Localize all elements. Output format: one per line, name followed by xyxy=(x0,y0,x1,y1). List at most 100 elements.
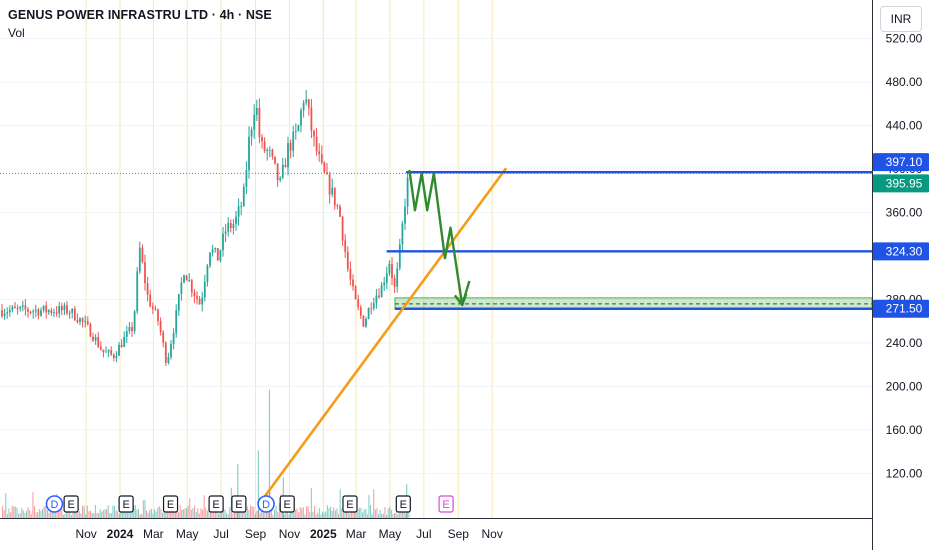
volume-bar xyxy=(74,508,76,518)
volume-bar xyxy=(360,507,362,518)
candle-body xyxy=(185,275,188,281)
volume-bar xyxy=(11,505,13,518)
volume-indicator-label[interactable]: Vol xyxy=(8,26,25,40)
trend-line[interactable] xyxy=(260,167,507,502)
volume-bar xyxy=(26,510,28,518)
candle-body xyxy=(138,247,141,272)
candle-body xyxy=(125,331,128,337)
candle-body xyxy=(326,172,328,175)
event-marker-dividend[interactable]: D xyxy=(45,495,64,513)
volume-bar xyxy=(306,506,308,518)
event-marker-earnings[interactable]: E xyxy=(208,495,224,513)
event-marker-earnings[interactable]: E xyxy=(63,495,79,513)
orange-trend-line[interactable] xyxy=(260,167,507,502)
volume-bar xyxy=(109,512,111,518)
volume-bar xyxy=(350,508,352,518)
event-marker-earnings[interactable]: E xyxy=(231,495,247,513)
volume-bar xyxy=(163,509,165,518)
candle-body xyxy=(55,312,58,314)
candle-body xyxy=(370,308,373,310)
candle-body xyxy=(149,294,152,307)
volume-bar xyxy=(35,512,37,518)
volume-bar xyxy=(205,508,207,518)
candle-body xyxy=(198,298,201,305)
candle-body xyxy=(380,285,383,298)
volume-spike xyxy=(237,464,239,518)
candle-body xyxy=(203,281,206,298)
candle-body xyxy=(219,250,222,261)
volume-bar xyxy=(341,508,343,518)
candle-body xyxy=(362,315,365,327)
time-axis[interactable]: Nov 2024 Mar May Jul Sep Nov 2025 Mar May Jul Sep No… xyxy=(0,518,872,550)
projection-arrowhead xyxy=(453,293,468,307)
volume-bar xyxy=(229,507,231,518)
volume-bar xyxy=(272,514,274,518)
volume-bar xyxy=(94,504,96,518)
support-zone-rect[interactable] xyxy=(394,297,873,310)
volume-bar xyxy=(16,507,18,518)
volume-bar xyxy=(40,511,42,518)
volume-bar xyxy=(122,511,124,518)
price-label: 271.50 xyxy=(873,299,929,318)
currency-button[interactable]: INR xyxy=(880,6,922,32)
event-marker-earnings[interactable]: E xyxy=(162,495,179,513)
candle-body xyxy=(190,280,193,293)
volume-bar xyxy=(150,508,152,518)
candle-body xyxy=(112,354,115,359)
volume-bar xyxy=(288,514,290,518)
volume-bar xyxy=(405,513,407,518)
price-axis[interactable]: 120.00160.00200.00240.00280.00360.00400.… xyxy=(872,0,932,550)
candle-body xyxy=(157,309,159,322)
volume-bar xyxy=(131,509,133,518)
volume-bar xyxy=(382,513,384,518)
event-marker-earnings[interactable]: E xyxy=(342,495,358,513)
event-marker-dividend[interactable]: D xyxy=(257,495,275,513)
volume-bar xyxy=(8,508,10,518)
candle-body xyxy=(328,174,331,195)
volume-bar xyxy=(46,510,48,518)
volume-bar xyxy=(187,505,189,518)
event-label: E xyxy=(122,499,129,511)
candle-body xyxy=(193,292,196,297)
event-marker-earnings[interactable]: E xyxy=(395,495,411,513)
volume-bar xyxy=(82,505,84,518)
volume-bar xyxy=(379,509,381,518)
volume-bar xyxy=(298,512,300,518)
volume-bar xyxy=(149,510,151,518)
event-marker-earnings-upcoming[interactable]: E xyxy=(438,495,454,513)
volume-bar xyxy=(261,505,263,518)
volume-bar xyxy=(38,509,40,518)
candle-body xyxy=(263,141,266,152)
volume-bar xyxy=(197,508,199,518)
volume-bar xyxy=(274,509,276,518)
projected-path[interactable] xyxy=(408,169,471,307)
volume-bar xyxy=(371,514,373,518)
symbol-title[interactable]: GENUS POWER INFRASTRU LTD · 4h · NSE xyxy=(8,8,272,22)
event-marker-earnings[interactable]: E xyxy=(118,495,134,513)
candle-body xyxy=(375,295,378,304)
event-label: E xyxy=(235,499,242,511)
volume-bar xyxy=(13,506,15,518)
volume-bar xyxy=(118,513,120,518)
time-tick-label: Mar xyxy=(143,527,164,541)
volume-bar xyxy=(253,506,255,518)
time-tick-label: Mar xyxy=(346,527,367,541)
candle-body xyxy=(393,278,396,287)
time-tick-label: Sep xyxy=(245,527,267,541)
volume-bar xyxy=(211,512,213,518)
projection-path[interactable] xyxy=(408,169,471,307)
volume-bar xyxy=(29,509,31,518)
event-marker-earnings[interactable]: E xyxy=(279,495,295,513)
volume-bar xyxy=(395,512,397,518)
volume-bar xyxy=(338,514,340,518)
volume-bar xyxy=(62,514,64,518)
volume-bar xyxy=(48,512,50,518)
event-label: D xyxy=(50,499,58,511)
level-lines[interactable] xyxy=(386,170,872,253)
candle-body xyxy=(89,323,92,337)
candle-body xyxy=(287,143,289,168)
timeframe: 4h xyxy=(219,8,235,22)
candle-body xyxy=(29,311,32,313)
